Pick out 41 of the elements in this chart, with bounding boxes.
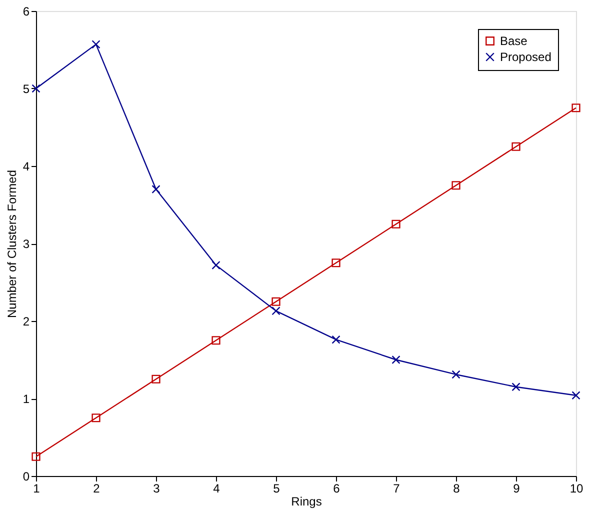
point xyxy=(512,382,520,392)
x-tick-label: 8 xyxy=(453,482,460,496)
y-tick-label: 5 xyxy=(22,82,30,96)
point xyxy=(572,391,580,400)
x-tick-label: 10 xyxy=(570,482,584,496)
y-tick-label: 3 xyxy=(22,237,30,251)
y-tick-label: 0 xyxy=(22,470,30,484)
legend-label: Base xyxy=(500,34,528,48)
y-axis-title: Number of Clusters Formed xyxy=(4,170,19,318)
y-tick-label: 4 xyxy=(22,160,30,174)
x-tick-label: 3 xyxy=(153,482,160,496)
y-tick-label: 1 xyxy=(22,392,30,406)
point xyxy=(212,336,220,345)
x-tick-label: 9 xyxy=(513,482,520,496)
point xyxy=(212,260,220,270)
point xyxy=(152,184,160,194)
point xyxy=(452,370,460,379)
x-tick-label: 7 xyxy=(393,482,400,496)
point xyxy=(92,40,100,49)
point xyxy=(92,414,100,422)
y-tick-label: 6 xyxy=(22,4,30,18)
point xyxy=(392,220,400,228)
x-tick-label: 1 xyxy=(33,482,40,496)
y-tick-label: 2 xyxy=(22,314,30,328)
x-tick-label: 6 xyxy=(333,482,340,496)
x-tick-label: 4 xyxy=(213,482,220,496)
point xyxy=(32,84,40,93)
x-tick-label: 2 xyxy=(93,482,100,496)
point xyxy=(512,142,520,151)
point xyxy=(272,297,280,306)
x-tick-label: 5 xyxy=(273,482,280,496)
point xyxy=(332,335,340,344)
point xyxy=(452,181,460,190)
point xyxy=(392,355,400,364)
point xyxy=(272,306,280,316)
point xyxy=(572,104,580,112)
point xyxy=(32,452,40,461)
point xyxy=(332,258,340,268)
point xyxy=(152,374,160,384)
legend-label: Proposed xyxy=(500,50,552,64)
x-axis-title: Rings xyxy=(291,494,322,508)
